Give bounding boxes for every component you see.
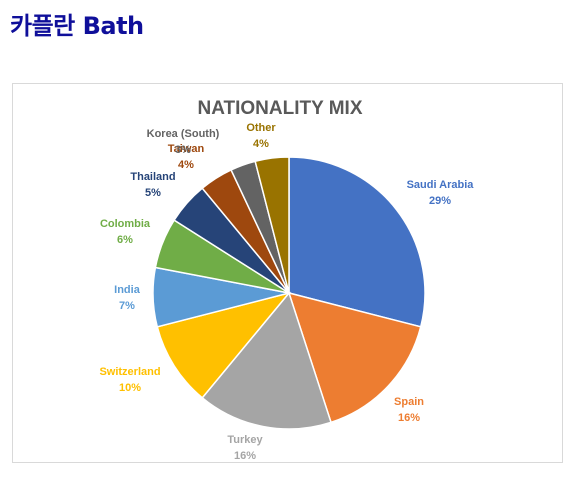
pie-label-value: 16%: [398, 412, 420, 424]
pie-label-value: 10%: [119, 382, 141, 394]
pie-slice-switzerland: [156, 291, 292, 399]
pie-label-value: 29%: [429, 195, 451, 207]
pie-label-name: India: [114, 284, 141, 296]
pie-label-value: 5%: [145, 187, 161, 199]
pie-label-value: 4%: [253, 138, 269, 150]
pie-label-value: 16%: [234, 450, 256, 462]
chart-title: NATIONALITY MIX: [197, 98, 362, 119]
page-title: 카플란 Bath: [10, 12, 144, 40]
pie-slices: [152, 156, 426, 430]
pie-label-name: Switzerland: [99, 366, 160, 378]
pie-label-name: Colombia: [100, 218, 151, 230]
pie-label-value: 7%: [119, 300, 135, 312]
pie-label-name: Spain: [394, 396, 424, 408]
pie-slice-other: [254, 156, 290, 294]
pie-label-name: Korea (South): [147, 128, 220, 140]
pie-labels: Saudi Arabia 29% Spain 16% Turkey 16% Switzerl…: [99, 122, 474, 462]
pie-chart: NATIONALITY MIX Saudi Arabia 29% Spain 16% T…: [99, 98, 474, 462]
pie-label-value: 4%: [178, 159, 194, 171]
pie-label-name: Saudi Arabia: [407, 179, 475, 191]
pie-label-name: Taiwan: [168, 143, 205, 155]
pie-slice-turkey: [201, 291, 332, 430]
pie-slice-saudi-arabia: [288, 156, 426, 328]
pie-label-value: 6%: [117, 234, 133, 246]
pie-label-value: 3%: [175, 144, 191, 156]
pie-label-name: Thailand: [130, 171, 175, 183]
chart-frame: NATIONALITY MIX Saudi Arabia 29% Spain 16% T…: [12, 83, 563, 463]
pie-label-name: Turkey: [227, 434, 263, 446]
pie-label-name: Other: [246, 122, 276, 134]
pie-slice-spain: [287, 291, 422, 424]
